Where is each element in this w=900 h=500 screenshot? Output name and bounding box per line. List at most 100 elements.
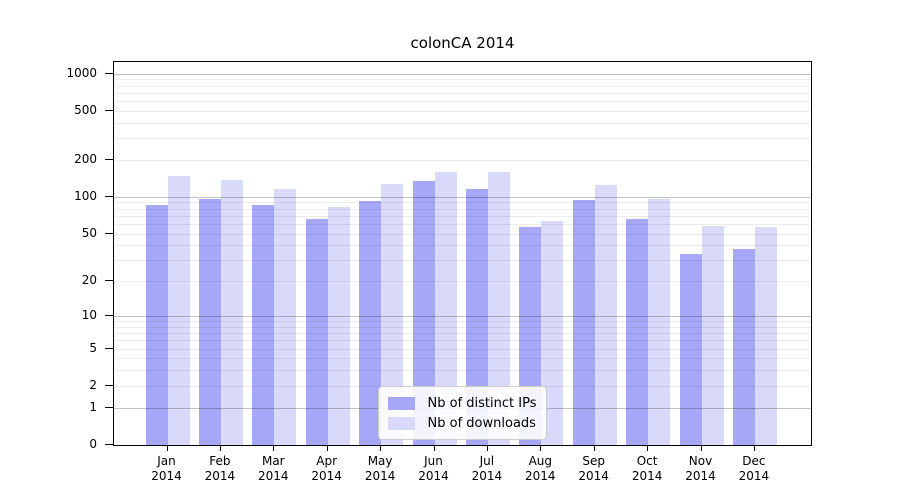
x-tick	[486, 445, 488, 451]
bar-downloads-jan	[167, 175, 190, 445]
legend-label-distinct-ips: Nb of distinct IPs	[427, 395, 537, 411]
x-tick	[433, 445, 435, 451]
legend-item-distinct-ips: Nb of distinct IPs	[387, 393, 537, 413]
y-tick-label: 50	[81, 225, 97, 240]
gridline-minor	[114, 321, 811, 323]
gridline-minor	[114, 370, 811, 372]
gridline-minor	[114, 202, 811, 204]
x-tick-label-feb: Feb 2014	[204, 454, 236, 483]
y-tick	[105, 280, 113, 282]
gridline-major	[114, 73, 811, 75]
x-tick-label-nov: Nov 2014	[685, 454, 716, 483]
gridline-minor	[114, 358, 811, 360]
x-tick-label-aug: Aug 2014	[525, 454, 556, 483]
y-tick-label: 1	[89, 399, 97, 414]
bar-distinct-ips-jun	[412, 180, 435, 445]
legend-swatch-downloads	[387, 416, 415, 430]
bar-downloads-sep	[594, 184, 617, 445]
gridline-minor	[114, 85, 811, 87]
y-tick	[105, 109, 113, 111]
x-tick	[326, 445, 328, 451]
x-tick	[540, 445, 542, 451]
gridline-minor	[114, 326, 811, 328]
y-tick	[105, 444, 113, 445]
gridline-minor	[114, 138, 811, 140]
bar-downloads-oct	[648, 199, 671, 445]
chart-title: colonCA 2014	[410, 34, 515, 52]
y-tick-label: 5	[89, 340, 97, 355]
bar-downloads-jun	[434, 172, 457, 445]
y-tick-label: 10	[81, 308, 97, 323]
x-tick-label-may: May 2014	[364, 454, 396, 483]
y-tick	[105, 72, 113, 74]
x-tick-label-mar: Mar 2014	[258, 454, 289, 483]
gridline-major	[114, 316, 811, 318]
bar-downloads-may	[381, 183, 404, 445]
gridline-minor	[114, 208, 811, 210]
y-tick	[105, 406, 113, 408]
y-tick-label: 1000	[66, 65, 97, 80]
y-tick-label: 200	[74, 151, 97, 166]
bar-distinct-ips-jul	[465, 188, 488, 445]
x-tick-label-dec: Dec 2014	[738, 454, 770, 483]
y-tick	[105, 195, 113, 197]
x-tick-label-jul: Jul 2014	[471, 454, 503, 483]
plot-area: Nb of distinct IPs Nb of downloads	[113, 61, 812, 446]
x-tick-label-jun: Jun 2014	[418, 454, 449, 483]
x-tick	[166, 445, 168, 451]
x-tick	[219, 445, 221, 451]
x-tick	[593, 445, 595, 451]
gridline-minor	[114, 110, 811, 112]
y-tick-label: 20	[81, 273, 97, 288]
bar-downloads-jul	[487, 172, 510, 445]
x-tick-label-apr: Apr 2014	[311, 454, 342, 483]
gridline-minor	[114, 79, 811, 81]
y-tick-label: 500	[74, 102, 97, 117]
legend: Nb of distinct IPs Nb of downloads	[377, 386, 548, 440]
bar-distinct-ips-nov	[679, 253, 702, 445]
gridline-minor	[114, 281, 811, 283]
y-tick	[105, 315, 113, 317]
x-tick	[753, 445, 755, 451]
gridline-minor	[114, 159, 811, 161]
y-tick-label: 100	[74, 188, 97, 203]
bar-downloads-dec	[754, 226, 777, 445]
bar-distinct-ips-feb	[198, 198, 221, 445]
bar-downloads-feb	[220, 180, 243, 445]
gridline-minor	[114, 223, 811, 225]
legend-label-downloads: Nb of downloads	[427, 415, 536, 431]
bar-distinct-ips-jan	[145, 204, 168, 445]
gridline-minor	[114, 233, 811, 235]
bar-distinct-ips-mar	[252, 204, 275, 445]
gridline-major	[114, 196, 811, 198]
bar-distinct-ips-apr	[305, 218, 328, 445]
gridline-minor	[114, 260, 811, 262]
bar-distinct-ips-dec	[732, 249, 755, 445]
y-tick-label: 2	[89, 377, 97, 392]
bar-downloads-mar	[274, 188, 297, 445]
gridline-minor	[114, 245, 811, 247]
gridline-minor	[114, 92, 811, 94]
x-tick	[700, 445, 702, 451]
bar-downloads-apr	[327, 206, 350, 445]
bar-distinct-ips-sep	[572, 200, 595, 445]
legend-swatch-distinct-ips	[387, 396, 415, 410]
bar-downloads-nov	[701, 225, 724, 445]
y-tick	[105, 232, 113, 234]
y-tick-label: 0	[89, 437, 97, 451]
gridline-minor	[114, 340, 811, 342]
x-tick	[647, 445, 649, 451]
gridline-minor	[114, 333, 811, 335]
gridline-minor	[114, 348, 811, 350]
x-tick-label-sep: Sep 2014	[578, 454, 609, 483]
y-tick	[105, 347, 113, 349]
x-tick	[273, 445, 275, 451]
gridline-minor	[114, 122, 811, 124]
legend-item-downloads: Nb of downloads	[387, 413, 537, 433]
y-tick	[105, 384, 113, 386]
x-tick-label-oct: Oct 2014	[631, 454, 663, 483]
gridline-minor	[114, 215, 811, 217]
y-tick	[105, 158, 113, 160]
x-tick	[380, 445, 382, 451]
